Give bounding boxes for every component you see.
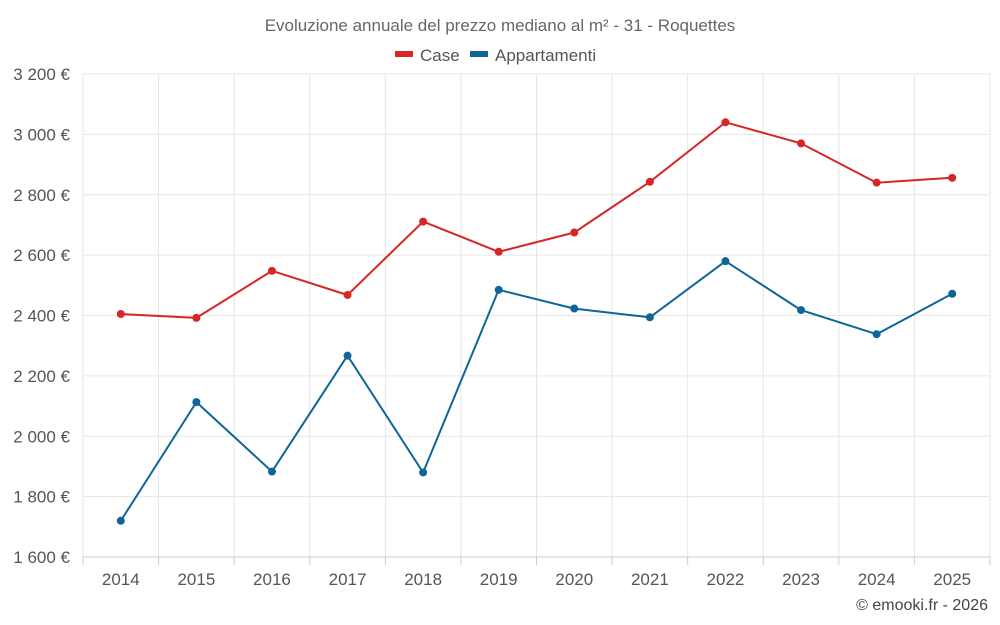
- data-point: [872, 178, 881, 187]
- x-tick-label: 2015: [177, 570, 215, 589]
- data-point: [721, 257, 730, 266]
- y-tick-label: 1 600 €: [13, 548, 70, 567]
- data-point: [192, 398, 201, 407]
- data-point: [192, 313, 201, 322]
- legend-swatch: [470, 51, 488, 57]
- data-point: [116, 309, 125, 318]
- x-tick-label: 2022: [707, 570, 745, 589]
- y-tick-label: 2 400 €: [13, 307, 70, 326]
- data-point: [267, 467, 276, 476]
- x-tick-label: 2024: [858, 570, 896, 589]
- data-point: [872, 330, 881, 339]
- data-point: [419, 217, 428, 226]
- series: [116, 118, 957, 525]
- legend: Case Appartamenti: [395, 46, 596, 65]
- data-point: [797, 306, 806, 315]
- x-tick-label: 2019: [480, 570, 518, 589]
- data-point: [494, 285, 503, 294]
- y-tick-label: 2 200 €: [13, 367, 70, 386]
- data-point: [116, 516, 125, 525]
- data-point: [645, 177, 654, 186]
- x-tick-label: 2014: [102, 570, 140, 589]
- data-point: [267, 266, 276, 275]
- data-point: [343, 351, 352, 360]
- y-tick-label: 2 800 €: [13, 186, 70, 205]
- grid: [82, 73, 991, 557]
- data-point: [948, 173, 957, 182]
- axes: 1 600 € 1 800 € 2 000 € 2 200 € 2 400 € 2 600…: [13, 65, 991, 589]
- x-tick-label: 2017: [329, 570, 367, 589]
- data-point: [645, 313, 654, 322]
- legend-swatch: [395, 51, 413, 57]
- data-point: [419, 468, 428, 477]
- series-line: [119, 260, 953, 522]
- legend-label: Appartamenti: [495, 46, 596, 65]
- y-tick-label: 2 000 €: [13, 427, 70, 446]
- data-point: [570, 228, 579, 237]
- y-tick-label: 3 200 €: [13, 65, 70, 84]
- data-point: [494, 247, 503, 256]
- series-line: [120, 121, 953, 319]
- y-tick-label: 2 600 €: [13, 246, 70, 265]
- data-point: [570, 304, 579, 313]
- data-point: [343, 290, 352, 299]
- y-tick-label: 1 800 €: [13, 488, 70, 507]
- data-point: [797, 139, 806, 148]
- x-tick-label: 2016: [253, 570, 291, 589]
- credit-text: © emooki.fr - 2026: [856, 597, 988, 614]
- data-point: [948, 289, 957, 298]
- x-tick-label: 2025: [933, 570, 971, 589]
- x-tick-label: 2020: [555, 570, 593, 589]
- x-tick-label: 2018: [404, 570, 442, 589]
- x-tick-label: 2021: [631, 570, 669, 589]
- x-tick-label: 2023: [782, 570, 820, 589]
- data-point: [721, 118, 730, 127]
- legend-label: Case: [420, 46, 460, 65]
- chart-title: Evoluzione annuale del prezzo mediano al…: [265, 16, 736, 35]
- y-tick-label: 3 000 €: [13, 125, 70, 144]
